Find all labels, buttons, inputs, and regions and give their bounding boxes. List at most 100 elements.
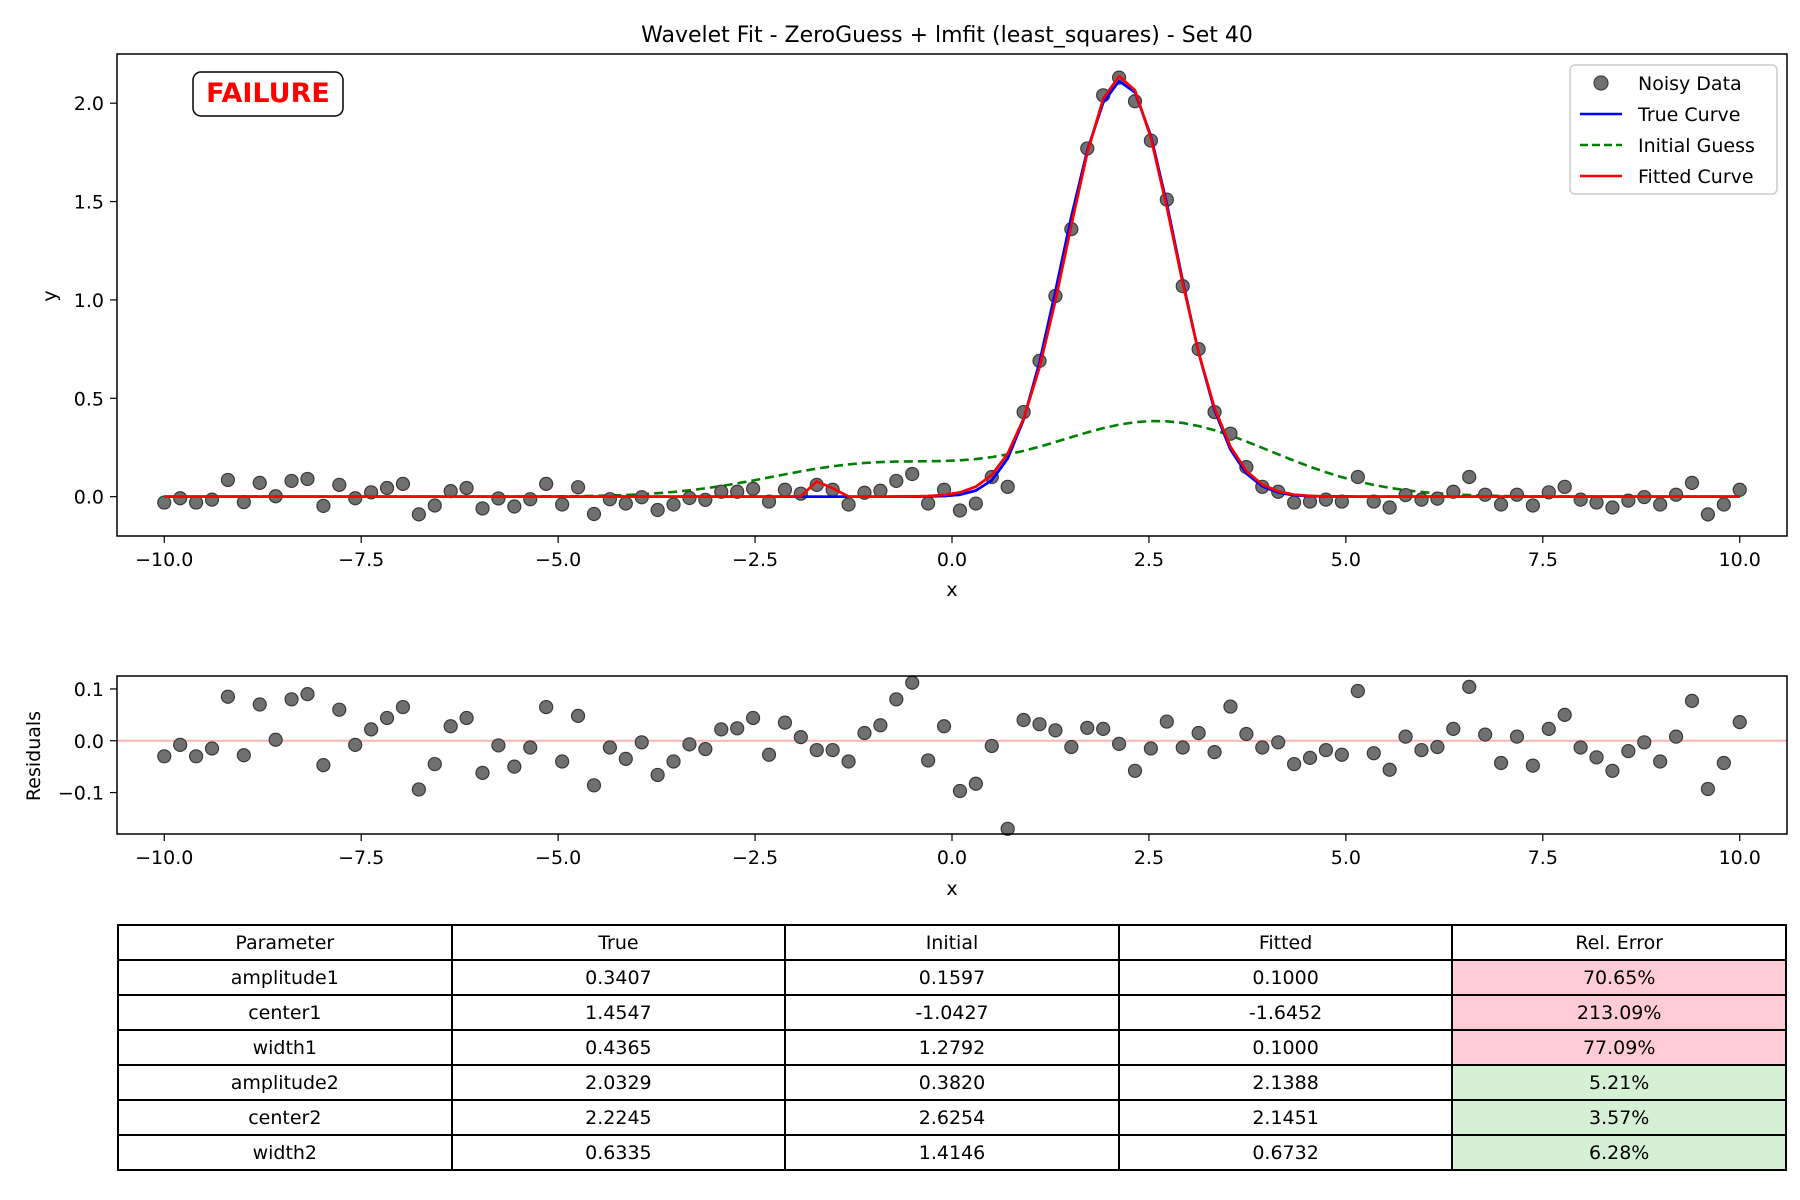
residual-point — [284, 692, 299, 707]
y-tick-label: 0.1 — [74, 679, 104, 701]
noisy-data-point — [570, 480, 586, 495]
residual-point — [1653, 754, 1668, 769]
table-cell: 0.6335 — [450, 1134, 787, 1171]
noisy-data-point — [523, 492, 538, 507]
table-cell: 2.2245 — [450, 1099, 787, 1136]
failure-badge: FAILURE — [192, 71, 344, 117]
noisy-data-point — [539, 476, 554, 491]
x-tick-label: −2.5 — [732, 847, 778, 869]
residual-point — [777, 715, 793, 730]
residual-point — [618, 751, 633, 766]
residual-point — [555, 754, 570, 769]
parameter-table: Parameter True Initial Fitted Rel. Error… — [117, 924, 1787, 1171]
residual-point — [252, 697, 267, 712]
table-cell: 0.3820 — [784, 1064, 1120, 1101]
residual-point — [1605, 763, 1620, 778]
noisy-data-point — [777, 482, 793, 497]
table-header-cell: Fitted — [1117, 924, 1454, 961]
noisy-data-point — [682, 490, 697, 506]
x-tick-label: 7.5 — [1528, 847, 1558, 869]
noisy-data-point — [395, 476, 411, 491]
rel-error-cell: 3.57% — [1451, 1099, 1787, 1136]
noisy-data-point — [252, 475, 267, 490]
residual-point — [268, 732, 283, 747]
residual-point — [204, 741, 220, 756]
table-row: width1 0.4365 1.2792 0.1000 77.09% — [117, 1029, 1787, 1066]
noisy-data-point — [427, 498, 442, 513]
residual-point — [1493, 755, 1509, 771]
noisy-data-point — [1716, 497, 1731, 512]
residual-point — [602, 740, 617, 755]
residual-point — [745, 710, 761, 726]
table-header-cell: True — [450, 924, 787, 961]
residual-point — [443, 719, 458, 734]
table-row: amplitude1 0.3407 0.1597 0.1000 70.65% — [117, 959, 1787, 996]
residual-point — [1048, 723, 1063, 738]
residual-point — [316, 758, 331, 773]
residual-point — [1525, 758, 1540, 773]
noisy-data-point — [204, 492, 220, 507]
residual-point — [873, 718, 888, 733]
rel-error-cell: 70.65% — [1451, 959, 1787, 996]
noisy-data-point — [1653, 497, 1668, 512]
noisy-data-point — [745, 481, 761, 496]
residual-point — [539, 699, 554, 715]
noisy-data-point — [332, 477, 347, 492]
residual-point — [1255, 740, 1270, 755]
noisy-data-point — [698, 492, 713, 507]
y-tick-label: 1.0 — [74, 290, 104, 312]
residuals-series-group — [117, 675, 1787, 836]
residual-point — [1159, 714, 1174, 729]
table-cell: 1.2792 — [784, 1029, 1120, 1066]
residual-point — [1032, 717, 1047, 732]
residual-point — [236, 748, 251, 763]
residual-point — [921, 753, 936, 768]
rel-error-cell: 6.28% — [1451, 1134, 1787, 1171]
rel-error-cell: 77.09% — [1451, 1029, 1787, 1066]
table-row: center1 1.4547 -1.0427 -1.6452 213.09% — [117, 994, 1787, 1031]
residual-point — [1732, 715, 1747, 730]
residual-point — [1398, 729, 1413, 744]
residuals-x-axis-label: x — [946, 878, 957, 900]
table-cell: center2 — [117, 1099, 453, 1136]
table-cell: 1.4547 — [450, 994, 787, 1031]
residual-point — [1414, 742, 1429, 758]
residual-point — [1000, 821, 1015, 836]
noisy-data-point — [761, 494, 777, 509]
residual-point — [348, 737, 363, 752]
table-cell: 2.1451 — [1117, 1099, 1454, 1136]
noisy-data-point — [1573, 492, 1588, 507]
residuals-plot: −10.0 −7.5 −5.0 −2.5 0.0 2.5 5.0 7.5 10.0 −0.1 0.0… — [23, 675, 1788, 900]
residual-point — [1716, 755, 1731, 771]
residual-point — [523, 740, 538, 755]
residual-point — [650, 767, 665, 783]
residual-point — [1271, 735, 1286, 750]
table-cell: 0.1597 — [784, 959, 1120, 996]
noisy-data-point — [1684, 475, 1700, 490]
noisy-data-point — [348, 491, 363, 506]
noisy-data-point — [905, 466, 920, 482]
legend-label-fitted-curve: Fitted Curve — [1638, 166, 1754, 188]
table-cell: 1.4146 — [784, 1134, 1120, 1171]
residual-point — [1318, 742, 1334, 758]
table-cell: 2.0329 — [450, 1064, 787, 1101]
table-cell: width1 — [117, 1029, 453, 1066]
residual-point — [570, 708, 586, 723]
residual-point — [952, 783, 968, 799]
x-tick-label: 10.0 — [1719, 847, 1761, 869]
noisy-data-point — [157, 495, 172, 510]
residual-point — [427, 756, 442, 772]
residual-point — [905, 675, 920, 690]
noisy-data-point — [1478, 487, 1493, 502]
noisy-data-point — [873, 483, 888, 498]
residual-point — [666, 754, 681, 769]
residuals-axis-ticks: −10.0 −7.5 −5.0 −2.5 0.0 2.5 5.0 7.5 10.0 −0.1 0.0… — [58, 679, 1761, 869]
table-cell: amplitude1 — [117, 959, 453, 996]
table-header-row: Parameter True Initial Fitted Rel. Error — [117, 924, 1787, 961]
true-curve-line — [164, 79, 1740, 498]
table-cell: width2 — [117, 1134, 453, 1171]
residual-point — [793, 730, 808, 745]
noisy-data-point — [555, 497, 570, 512]
rel-error-cell: 5.21% — [1451, 1064, 1787, 1101]
residual-point — [1175, 740, 1190, 755]
